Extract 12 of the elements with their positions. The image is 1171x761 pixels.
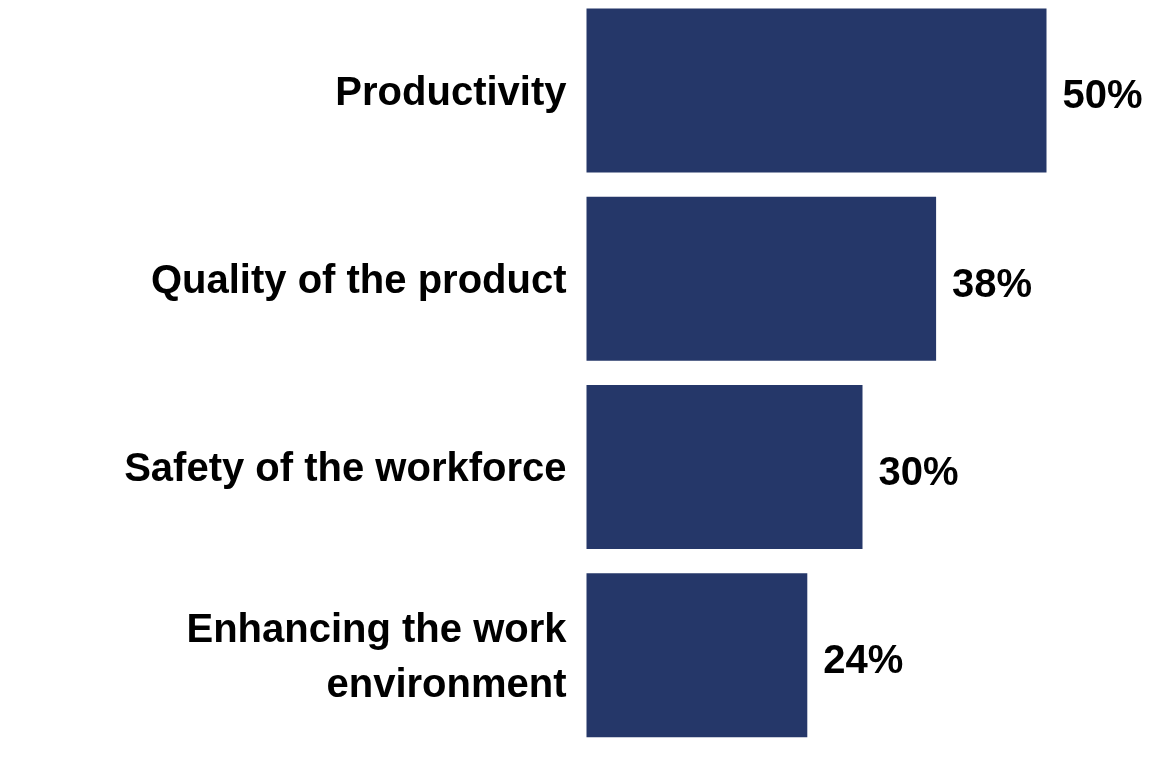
bar	[586, 573, 808, 738]
y-tick-label: Productivity	[335, 68, 568, 113]
y-tick-label: Quality of the product	[150, 256, 567, 301]
y-tick-label: Enhancing the work environment	[186, 605, 568, 705]
bar	[586, 196, 937, 361]
data-label: 24%	[823, 637, 904, 682]
data-label: 38%	[952, 260, 1033, 305]
y-tick-label: Safety of the workforce	[124, 445, 567, 489]
bar	[586, 8, 1047, 173]
data-label: 30%	[878, 448, 959, 493]
bar	[586, 385, 863, 549]
data-label: 50%	[1062, 72, 1143, 117]
